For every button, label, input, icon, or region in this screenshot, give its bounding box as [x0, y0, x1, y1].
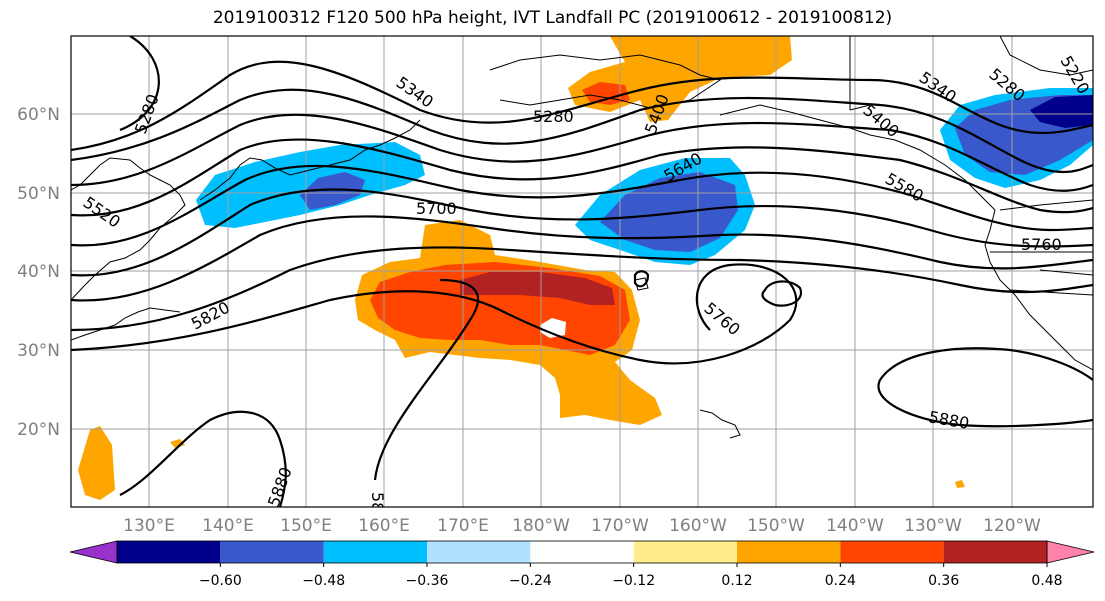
- longitude-labels: 130°E 140°E 150°E 160°E 170°E 180°W 170°…: [123, 516, 1041, 536]
- colorbar-tick-label: 0.48: [1031, 573, 1062, 589]
- ivt-positive-shading: [78, 36, 965, 500]
- colorbar-swatch: [530, 541, 634, 563]
- contour-label: 5280: [533, 107, 574, 126]
- contour-label: 5580: [882, 169, 927, 206]
- lat-label: 40°N: [17, 262, 60, 282]
- lon-label: 150°W: [747, 516, 805, 536]
- colorbar-swatches: [69, 540, 1095, 564]
- contour-label: 5880: [264, 465, 296, 510]
- coastlines: [71, 36, 1093, 439]
- lon-label: 170°W: [591, 516, 649, 536]
- colorbar-extend-high: [1046, 540, 1095, 564]
- lon-label: 130°E: [123, 516, 175, 536]
- map-frame: [70, 35, 1094, 508]
- colorbar-tick-label: −0.48: [302, 573, 345, 589]
- lon-label: 150°E: [280, 516, 332, 536]
- map-title: 2019100312 F120 500 hPa height, IVT Land…: [212, 8, 893, 28]
- colorbar-extend-low: [69, 540, 118, 564]
- lon-label: 180°W: [512, 516, 570, 536]
- contour-label: 5340: [916, 68, 960, 107]
- lat-label: 30°N: [17, 341, 60, 361]
- lon-label: 140°E: [202, 516, 254, 536]
- colorbar-swatch: [323, 541, 427, 563]
- map-panel: 5340 5280 5280 5400 5340 5280 5220 5400 …: [71, 36, 1093, 533]
- contour-label: 5760: [700, 299, 743, 340]
- contour-label: 5760: [1021, 235, 1062, 254]
- lon-label: 140°W: [826, 516, 884, 536]
- colorbar: −0.60 −0.48 −0.36 −0.24 −0.12 0.12 0.24 0.36 0.4…: [69, 540, 1095, 589]
- lat-label: 20°N: [17, 420, 60, 440]
- lon-label: 160°W: [669, 516, 727, 536]
- lat-label: 50°N: [17, 184, 60, 204]
- colorbar-tick-label: −0.36: [406, 573, 449, 589]
- colorbar-swatch: [117, 541, 221, 563]
- colorbar-tick-label: 0.36: [928, 573, 959, 589]
- contour-label: 5520: [80, 193, 124, 232]
- colorbar-ticks: −0.60 −0.48 −0.36 −0.24 −0.12 0.12 0.24 0.36 0.4…: [199, 563, 1063, 589]
- colorbar-tick-label: −0.12: [612, 573, 655, 589]
- colorbar-tick-label: −0.60: [199, 573, 242, 589]
- lon-label: 160°E: [358, 516, 410, 536]
- colorbar-tick-label: 0.12: [721, 573, 752, 589]
- colorbar-swatch: [427, 541, 531, 563]
- height-contours: [71, 36, 1093, 507]
- colorbar-tick-label: 0.24: [825, 573, 856, 589]
- colorbar-tick-label: −0.24: [509, 573, 552, 589]
- lat-label: 60°N: [17, 105, 60, 125]
- contour-label: 5700: [416, 199, 457, 218]
- lon-label: 130°W: [904, 516, 962, 536]
- colorbar-swatch: [737, 541, 841, 563]
- colorbar-outline: [116, 540, 1048, 564]
- colorbar-swatch: [943, 541, 1047, 563]
- lon-label: 120°W: [983, 516, 1041, 536]
- contour-label: 5340: [393, 73, 437, 112]
- contour-label: 5880: [368, 492, 387, 533]
- lon-label: 170°E: [437, 516, 489, 536]
- colorbar-swatch: [633, 541, 737, 563]
- colorbar-swatch: [840, 541, 944, 563]
- colorbar-swatch: [220, 541, 324, 563]
- latitude-labels: 60°N 50°N 40°N 30°N 20°N: [17, 105, 60, 440]
